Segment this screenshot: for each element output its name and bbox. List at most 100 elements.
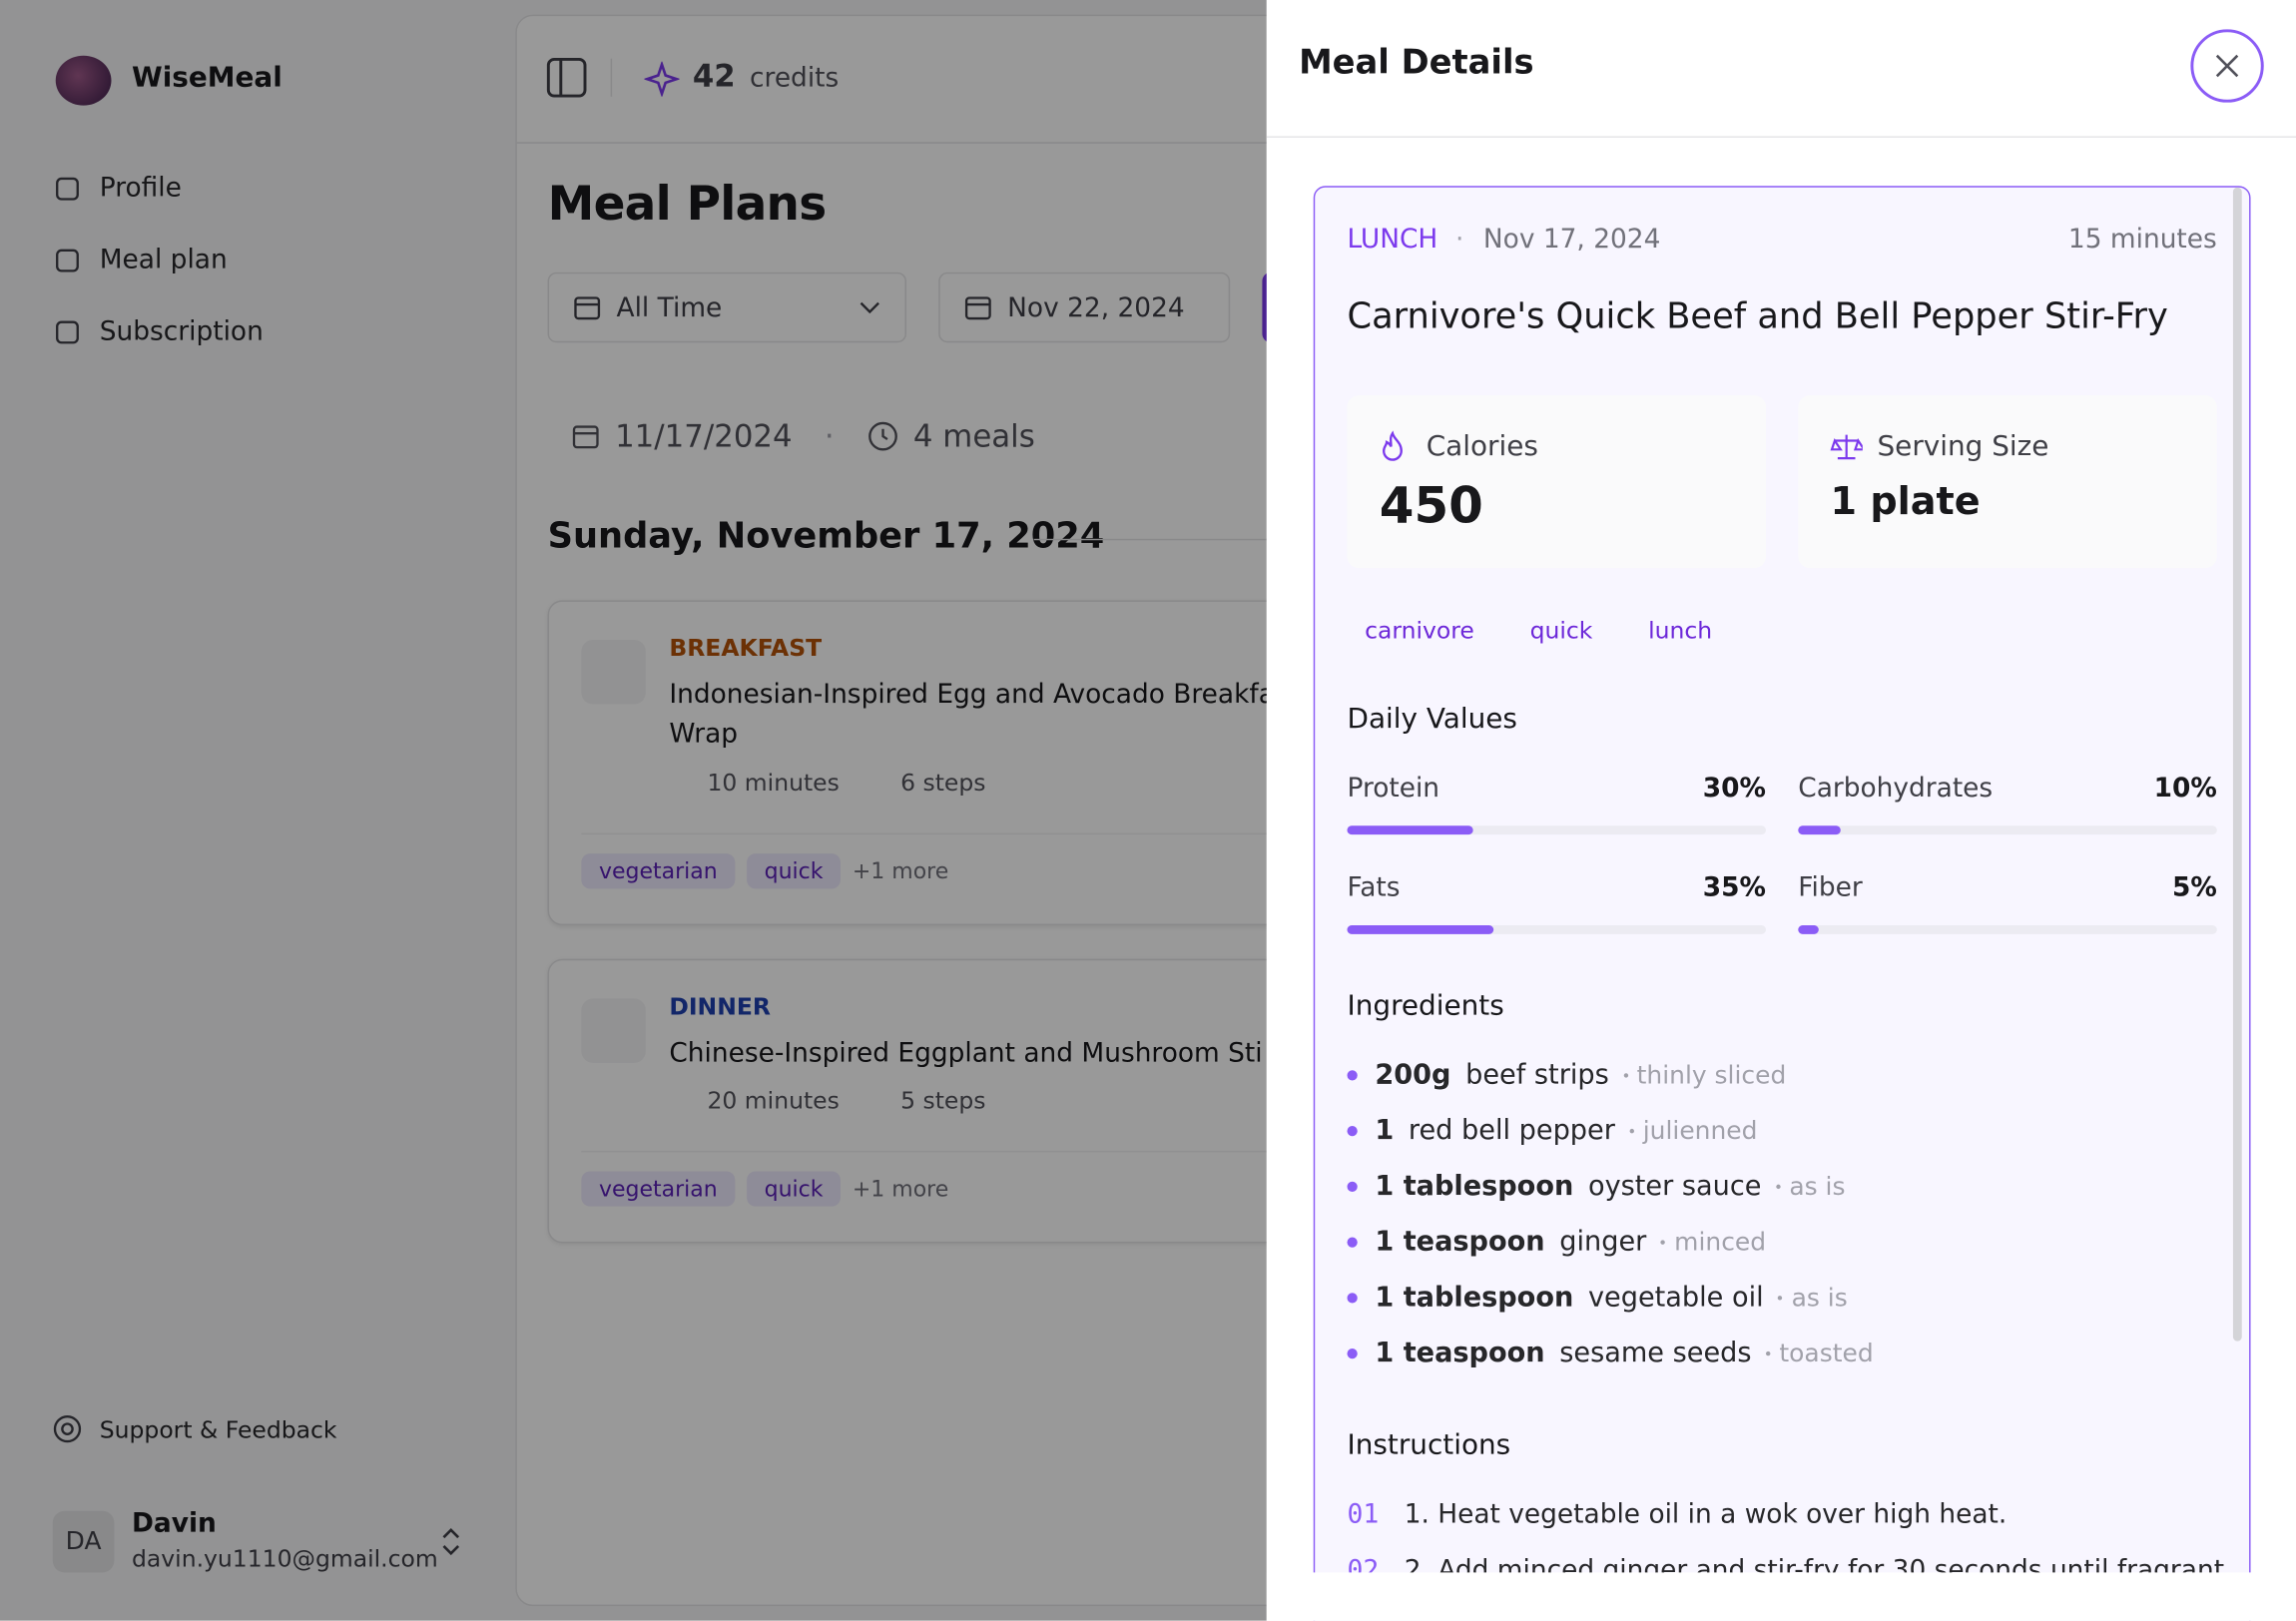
divider xyxy=(610,58,613,97)
meal-date: Nov 17, 2024 xyxy=(1482,224,1661,256)
tag-list: vegetarian quick +1 more xyxy=(581,1171,949,1207)
chevron xyxy=(860,301,879,314)
credits-label: credits xyxy=(750,63,840,94)
nutrient-name: Fiber xyxy=(1798,872,1863,904)
separator: · xyxy=(824,418,835,454)
step-number: 01 xyxy=(1347,1499,1380,1530)
scale-icon xyxy=(1830,434,1863,460)
ingredient: 1 teaspoon ginger minced xyxy=(1347,1227,1766,1258)
nav-label: Meal plan xyxy=(99,244,228,275)
user-name: Davin xyxy=(132,1507,217,1539)
ingredients-title: Ingredients xyxy=(1347,989,1504,1022)
support-link[interactable]: Support & Feedback xyxy=(53,1414,337,1443)
nav-label: Subscription xyxy=(99,315,264,347)
tag: carnivore xyxy=(1365,616,1474,645)
calendar-icon xyxy=(572,425,599,449)
sidebar-toggle[interactable] xyxy=(546,57,587,98)
panel-title: Meal Details xyxy=(1299,44,1534,83)
tag: quick xyxy=(747,1171,842,1207)
summary-date: 11/17/2024 xyxy=(615,418,793,454)
nutrient-percent: 30% xyxy=(1702,773,1767,805)
progress-track xyxy=(1347,825,1767,835)
meal-detail-card: LUNCH · Nov 17, 2024 15 minutes Carnivor… xyxy=(1313,186,2251,1621)
ingredient-amount: 1 xyxy=(1375,1115,1395,1147)
nav-item[interactable]: Meal plan xyxy=(53,245,228,275)
progress-track xyxy=(1798,925,2217,934)
nutrient-percent: 5% xyxy=(2171,872,2217,904)
more-tags: +1 more xyxy=(852,857,949,884)
ingredient-note: toasted xyxy=(1766,1339,1873,1367)
summary-meals: 4 meals xyxy=(912,418,1035,454)
ingredient-item: oyster sauce xyxy=(1587,1171,1762,1203)
progress-bar xyxy=(1798,825,1841,835)
step-text: 1. Heat vegetable oil in a wok over high… xyxy=(1404,1499,2008,1530)
divider xyxy=(581,832,1548,835)
divider xyxy=(581,1150,1548,1153)
meal-name: Carnivore's Quick Beef and Bell Pepper S… xyxy=(1347,295,2168,337)
nav-item[interactable]: Profile xyxy=(53,173,182,204)
tag: lunch xyxy=(1648,616,1713,645)
close-icon xyxy=(2215,54,2239,78)
modal-overlay[interactable] xyxy=(0,0,1267,1621)
meal-type: DINNER xyxy=(669,992,771,1021)
meal-details-panel: Meal Details LUNCH · Nov 17, 2024 15 min… xyxy=(1266,0,2296,1621)
meal-time: 20 minutes xyxy=(707,1086,840,1115)
meal-icon xyxy=(581,998,646,1063)
serving-value: 1 plate xyxy=(1830,480,1981,525)
meal-type: LUNCH xyxy=(1347,224,1438,256)
ingredient: 1 tablespoon oyster sauce as is xyxy=(1347,1171,1845,1202)
filter-text: All Time xyxy=(616,291,723,323)
user-menu-toggle[interactable] xyxy=(436,1525,465,1557)
meal-time: 10 minutes xyxy=(707,769,840,797)
date-text: Nov 22, 2024 xyxy=(1007,291,1185,323)
avatar: DA xyxy=(52,1510,115,1573)
ingredient-note: as is xyxy=(1776,1172,1845,1201)
close-button[interactable] xyxy=(2190,29,2264,103)
ingredient-item: sesame seeds xyxy=(1559,1338,1752,1369)
support-text: Support & Feedback xyxy=(99,1414,337,1443)
separator: · xyxy=(1455,224,1464,256)
time-filter[interactable]: All Time xyxy=(547,271,906,343)
summary: 11/17/2024 · 4 meals xyxy=(571,419,1035,454)
ingredient-note: as is xyxy=(1778,1284,1848,1313)
daily-values-title: Daily Values xyxy=(1347,703,1517,736)
serving-card: Serving Size 1 plate xyxy=(1798,395,2217,569)
ingredient-amount: 1 teaspoon xyxy=(1375,1338,1545,1369)
tag: vegetarian xyxy=(581,853,736,889)
day-heading: Sunday, November 17, 2024 xyxy=(547,515,1105,557)
daily-value: Fats 35% xyxy=(1347,872,1767,934)
user-email: davin.yu1110@gmail.com xyxy=(132,1544,438,1573)
nutrient-percent: 10% xyxy=(2153,773,2217,805)
calendar-icon xyxy=(574,296,601,320)
tag: vegetarian xyxy=(581,1171,736,1207)
date-picker[interactable]: Nov 22, 2024 xyxy=(938,271,1231,343)
daily-value: Fiber 5% xyxy=(1798,872,2217,934)
ingredient-note: minced xyxy=(1661,1228,1766,1257)
nav-icon xyxy=(56,177,79,200)
support-icon xyxy=(53,1414,82,1443)
meal-time: 15 minutes xyxy=(2067,224,2217,256)
calories-card: Calories 450 xyxy=(1347,395,1767,569)
progress-bar xyxy=(1347,925,1494,934)
meal-name: Indonesian-Inspired Egg and Avocado Brea… xyxy=(669,679,1299,751)
credits-icon xyxy=(644,61,680,97)
clock-icon xyxy=(867,421,897,451)
ingredient: 200g beef strips thinly sliced xyxy=(1347,1060,1786,1091)
ingredient-amount: 1 teaspoon xyxy=(1375,1227,1545,1259)
progress-bar xyxy=(1347,825,1473,835)
nav-icon xyxy=(56,319,79,343)
nutrient-name: Fats xyxy=(1347,872,1401,904)
nav-item[interactable]: Subscription xyxy=(53,316,264,347)
logo xyxy=(55,55,112,106)
scrollbar xyxy=(2232,187,2242,1342)
nav-icon xyxy=(56,248,79,271)
page-title: Meal Plans xyxy=(547,176,828,232)
meal-name: Chinese-Inspired Eggplant and Mushroom S… xyxy=(669,1037,1263,1069)
credits-count: 42 xyxy=(692,58,736,94)
more-tags: +1 more xyxy=(852,1175,949,1203)
meal-icon xyxy=(581,640,646,705)
calories-value: 450 xyxy=(1379,477,1483,536)
ingredient: 1 teaspoon sesame seeds toasted xyxy=(1347,1339,1873,1369)
avatar-initials: DA xyxy=(65,1526,102,1557)
progress-track xyxy=(1347,925,1767,934)
